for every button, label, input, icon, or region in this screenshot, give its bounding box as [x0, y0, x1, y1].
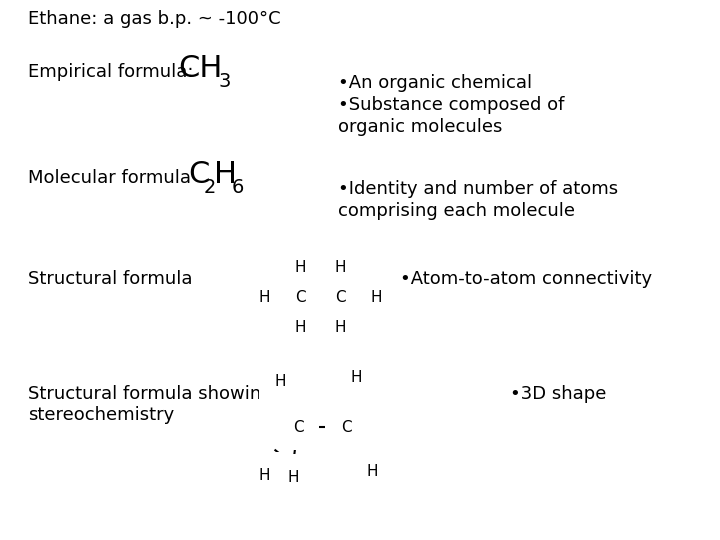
Text: Structural formula showing
stereochemistry: Structural formula showing stereochemist…: [28, 385, 273, 424]
Text: H: H: [294, 260, 306, 274]
Text: H: H: [258, 289, 270, 305]
Text: CH: CH: [178, 54, 222, 83]
Text: C: C: [188, 160, 210, 189]
Text: Molecular formula: Molecular formula: [28, 169, 197, 187]
Text: 2: 2: [204, 178, 217, 197]
Text: H: H: [287, 469, 299, 484]
Text: C: C: [341, 420, 351, 435]
Text: 6: 6: [232, 178, 244, 197]
Text: H: H: [214, 160, 237, 189]
Text: comprising each molecule: comprising each molecule: [338, 202, 575, 220]
Text: C: C: [293, 420, 303, 435]
Text: C: C: [294, 289, 305, 305]
Text: •3D shape: •3D shape: [510, 385, 606, 403]
Text: Empirical formula:: Empirical formula:: [28, 63, 199, 81]
Text: 3: 3: [218, 72, 230, 91]
Text: H: H: [350, 369, 361, 384]
Polygon shape: [346, 387, 369, 427]
Text: Structural formula: Structural formula: [28, 270, 192, 288]
Text: H: H: [360, 374, 372, 388]
Text: H: H: [294, 320, 306, 334]
Text: C: C: [335, 289, 346, 305]
Text: Ethane: a gas b.p. ~ -100°C: Ethane: a gas b.p. ~ -100°C: [28, 10, 281, 28]
Text: H: H: [258, 468, 270, 483]
Text: organic molecules: organic molecules: [338, 118, 503, 136]
Text: H: H: [366, 463, 378, 478]
Text: H: H: [274, 374, 286, 388]
Text: H: H: [334, 260, 346, 274]
Text: H: H: [334, 320, 346, 334]
Text: •Atom-to-atom connectivity: •Atom-to-atom connectivity: [400, 270, 652, 288]
Text: •Identity and number of atoms: •Identity and number of atoms: [338, 180, 618, 198]
Text: H: H: [370, 289, 382, 305]
Text: •Substance composed of: •Substance composed of: [338, 96, 564, 114]
Text: •An organic chemical: •An organic chemical: [338, 74, 532, 92]
